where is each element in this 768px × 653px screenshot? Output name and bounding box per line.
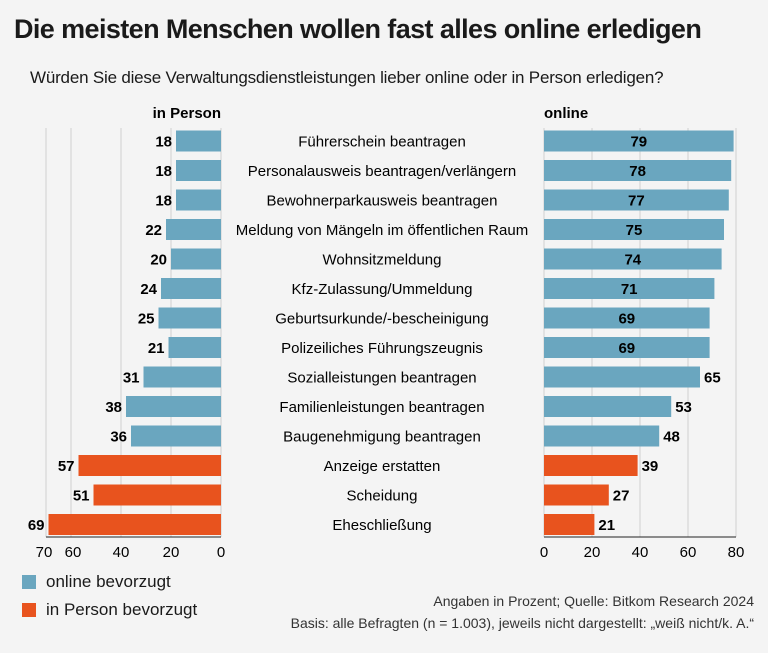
bar-online — [544, 278, 715, 299]
data-label-online: 48 — [663, 429, 680, 446]
bar-person — [171, 248, 221, 270]
category-label: Sozialleistungen beantragen — [287, 370, 476, 387]
data-label-online: 78 — [629, 163, 646, 180]
data-label-person: 51 — [73, 488, 90, 505]
tick-label-person: 40 — [113, 544, 130, 561]
bar-online — [544, 337, 710, 358]
source-note: Angaben in Prozent; Quelle: Bitkom Resea… — [433, 593, 754, 609]
bar-online — [544, 396, 672, 417]
legend-swatch-online — [22, 575, 36, 589]
category-label: Kfz-Zulassung/Ummeldung — [292, 281, 473, 298]
bar-online — [544, 455, 638, 476]
bar-online — [544, 484, 609, 506]
data-label-online: 65 — [704, 370, 721, 387]
bar-person — [166, 219, 221, 240]
tick-label-online: 0 — [540, 544, 548, 561]
bar-online — [544, 160, 732, 181]
panel-header-online: online — [544, 105, 588, 122]
tick-label-online: 40 — [632, 544, 649, 561]
data-label-online: 79 — [630, 134, 647, 151]
bar-online — [544, 307, 710, 329]
tick-label-person: 70 — [36, 544, 53, 561]
panel-header-person: in Person — [153, 105, 221, 122]
data-label-online: 21 — [598, 517, 615, 534]
category-label: Wohnsitzmeldung — [323, 252, 442, 269]
bar-person — [176, 160, 221, 181]
data-label-person: 57 — [58, 458, 75, 475]
bar-online — [544, 189, 729, 211]
bar-online — [544, 130, 734, 152]
data-label-online: 69 — [618, 311, 635, 328]
legend-online: online bevorzugt — [22, 572, 171, 592]
category-label: Scheidung — [347, 488, 418, 505]
legend-person: in Person bevorzugt — [22, 600, 197, 620]
category-label: Geburtsurkunde/-bescheinigung — [275, 311, 488, 328]
data-label-online: 71 — [621, 281, 638, 298]
category-label: Baugenehmigung beantragen — [283, 429, 481, 446]
category-label: Polizeiliches Führungszeugnis — [281, 340, 483, 357]
bar-person — [143, 366, 221, 388]
data-label-person: 20 — [150, 252, 167, 269]
data-label-online: 75 — [626, 222, 643, 239]
bar-online — [544, 425, 660, 447]
data-label-person: 18 — [155, 163, 172, 180]
data-label-person: 69 — [28, 517, 45, 534]
bar-person — [78, 455, 221, 476]
bar-online — [544, 219, 724, 240]
data-label-online: 39 — [642, 458, 659, 475]
bar-person — [93, 484, 221, 506]
data-label-person: 24 — [140, 281, 157, 298]
bar-online — [544, 514, 595, 535]
data-label-online: 77 — [628, 193, 645, 210]
tick-label-person: 0 — [217, 544, 225, 561]
bar-chart: in Person online 70 60 40 20 0 0 20 40 60 80 18 79 Füh… — [28, 105, 745, 561]
category-label: Familienleistungen beantragen — [279, 399, 484, 416]
bar-person — [158, 307, 221, 329]
bar-online — [544, 248, 722, 270]
data-label-online: 53 — [675, 399, 692, 416]
bar-person — [126, 396, 221, 417]
tick-label-online: 20 — [584, 544, 601, 561]
data-label-person: 21 — [148, 340, 165, 357]
category-label: Anzeige erstatten — [324, 458, 441, 475]
data-label-person: 22 — [145, 222, 162, 239]
data-label-person: 31 — [123, 370, 140, 387]
category-label: Personalausweis beantragen/verlängern — [248, 163, 517, 180]
data-label-person: 18 — [155, 193, 172, 210]
bar-person — [48, 514, 221, 535]
category-label: Meldung von Mängeln im öffentlichen Raum — [236, 222, 528, 239]
tick-label-person: 60 — [65, 544, 82, 561]
data-label-person: 18 — [155, 134, 172, 151]
category-label: Führerschein beantragen — [298, 134, 466, 151]
data-label-person: 38 — [105, 399, 122, 416]
legend-label-person: in Person bevorzugt — [46, 600, 198, 619]
legend-swatch-person — [22, 603, 36, 617]
category-label: Eheschließung — [332, 517, 431, 534]
bar-person — [176, 130, 221, 152]
bar-person — [176, 189, 221, 211]
bar-person — [131, 425, 221, 447]
tick-label-online: 60 — [680, 544, 697, 561]
chart-subtitle: Würden Sie diese Verwaltungsdienstleistu… — [30, 68, 664, 87]
data-label-person: 36 — [110, 429, 127, 446]
data-label-online: 27 — [613, 488, 630, 505]
tick-label-person: 20 — [163, 544, 180, 561]
data-label-online: 69 — [618, 340, 635, 357]
bar-person — [168, 337, 221, 358]
data-label-online: 74 — [624, 252, 641, 269]
basis-note: Basis: alle Befragten (n = 1.003), jewei… — [290, 615, 754, 631]
bar-person — [161, 278, 221, 299]
tick-label-online: 80 — [728, 544, 745, 561]
legend-label-online: online bevorzugt — [46, 572, 171, 591]
category-label: Bewohnerparkausweis beantragen — [267, 193, 498, 210]
data-label-person: 25 — [138, 311, 155, 328]
bar-online — [544, 366, 700, 388]
chart-title: Die meisten Menschen wollen fast alles o… — [14, 14, 702, 44]
